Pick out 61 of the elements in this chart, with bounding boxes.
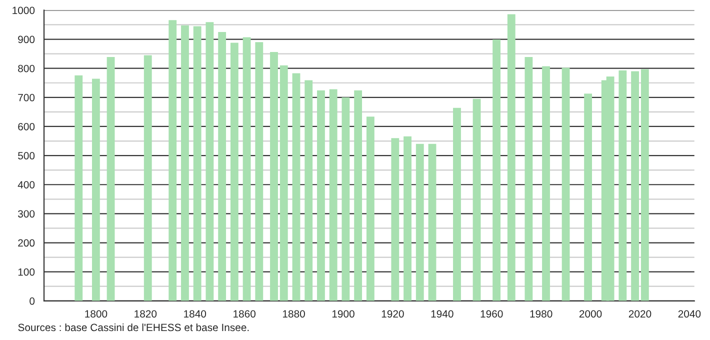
y-tick-label: 700: [18, 94, 35, 102]
bar: [255, 42, 264, 301]
x-tick-label: 2020: [628, 310, 652, 318]
bar: [404, 136, 412, 301]
bar: [416, 144, 424, 301]
x-tick-label: 1940: [431, 310, 454, 318]
x-tick-label: 2040: [678, 310, 701, 318]
bar: [366, 116, 374, 301]
bar: [292, 73, 300, 301]
x-tick-label: 2000: [579, 310, 602, 318]
bar: [391, 138, 400, 301]
bar: [242, 37, 251, 301]
y-tick-label: 800: [18, 64, 35, 72]
bar: [342, 97, 350, 301]
bar: [317, 90, 325, 301]
bar: [280, 65, 288, 301]
x-tick-label: 1860: [234, 310, 256, 318]
bar: [354, 90, 362, 301]
bar: [453, 108, 461, 301]
y-tick-label: 400: [18, 181, 35, 188]
bar: [168, 20, 177, 301]
x-tick-label: 1820: [134, 310, 157, 318]
bar: [144, 55, 152, 301]
bar: [218, 32, 226, 301]
x-tick-label: 1920: [382, 310, 404, 318]
bar: [640, 69, 649, 301]
bar: [507, 14, 516, 301]
bar: [329, 89, 338, 301]
bar: [206, 22, 214, 301]
bar: [193, 26, 202, 301]
bar: [472, 98, 481, 301]
bar: [562, 68, 570, 301]
y-tick-label: 0: [30, 297, 35, 305]
y-tick-label: 200: [18, 239, 35, 247]
bar: [74, 75, 83, 301]
source-note: Sources : base Cassini de l'EHESS et base Insee.: [18, 323, 249, 332]
bar: [524, 57, 533, 301]
bar: [542, 66, 550, 301]
y-tick-label: 500: [18, 152, 35, 160]
bar: [584, 94, 592, 301]
bar: [631, 71, 639, 301]
bar: [181, 25, 189, 301]
y-tick-label: 300: [18, 210, 35, 218]
bar: [270, 52, 278, 301]
bar: [428, 144, 436, 301]
y-tick-label: 900: [18, 36, 35, 44]
bar: [230, 42, 238, 301]
x-tick-label: 1960: [480, 310, 503, 318]
y-tick-label: 100: [18, 268, 35, 276]
x-tick-label: 1900: [332, 310, 354, 318]
x-tick-label: 1980: [530, 310, 552, 318]
bar: [304, 80, 313, 301]
y-tick-label: 1000: [12, 6, 35, 14]
y-tick-label: 600: [18, 122, 35, 130]
bar: [618, 70, 627, 301]
bar: [106, 57, 115, 301]
x-tick-label: 1800: [85, 310, 108, 318]
x-tick-label: 1840: [184, 310, 206, 318]
bar: [92, 78, 100, 301]
x-tick-label: 1880: [282, 310, 305, 318]
bar: [492, 40, 501, 301]
